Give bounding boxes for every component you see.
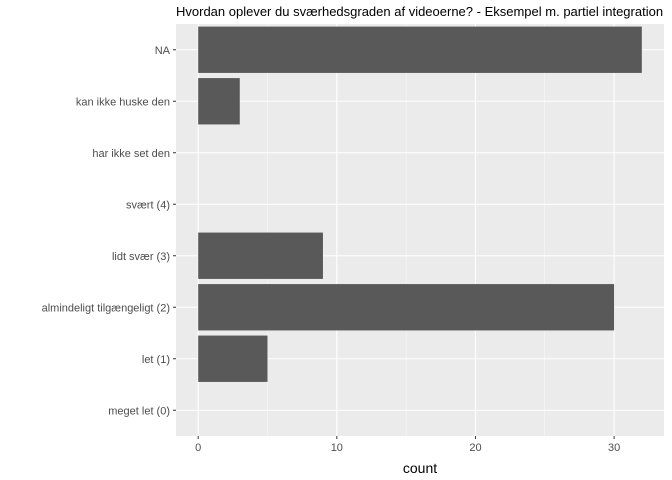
x-tick-label: 30 — [608, 442, 620, 454]
x-tick-label: 0 — [195, 442, 201, 454]
bar — [198, 335, 268, 382]
y-tick-label: har ikke set den — [92, 148, 170, 160]
y-tick-label: meget let (0) — [108, 405, 170, 417]
bar — [198, 26, 642, 73]
y-tick-label: kan ikke huske den — [76, 96, 170, 108]
y-tick-label: let (1) — [142, 354, 170, 366]
y-tick-label: NA — [155, 45, 171, 57]
x-axis-title: count — [403, 460, 437, 476]
y-tick-label: almindeligt tilgængeligt (2) — [42, 302, 170, 314]
y-tick-label: lidt svær (3) — [112, 251, 170, 263]
x-axis: 0 10 20 30 — [195, 436, 620, 454]
bar — [198, 232, 323, 279]
x-tick-label: 10 — [331, 442, 343, 454]
chart-title: Hvordan oplever du sværhedsgraden af vid… — [176, 4, 663, 19]
y-axis: NA kan ikke huske den har ikke set den svær… — [42, 45, 176, 417]
bars — [198, 26, 642, 382]
y-tick-label: svært (4) — [126, 199, 170, 211]
bar — [198, 284, 615, 331]
bar — [198, 78, 240, 125]
x-tick-label: 20 — [469, 442, 481, 454]
